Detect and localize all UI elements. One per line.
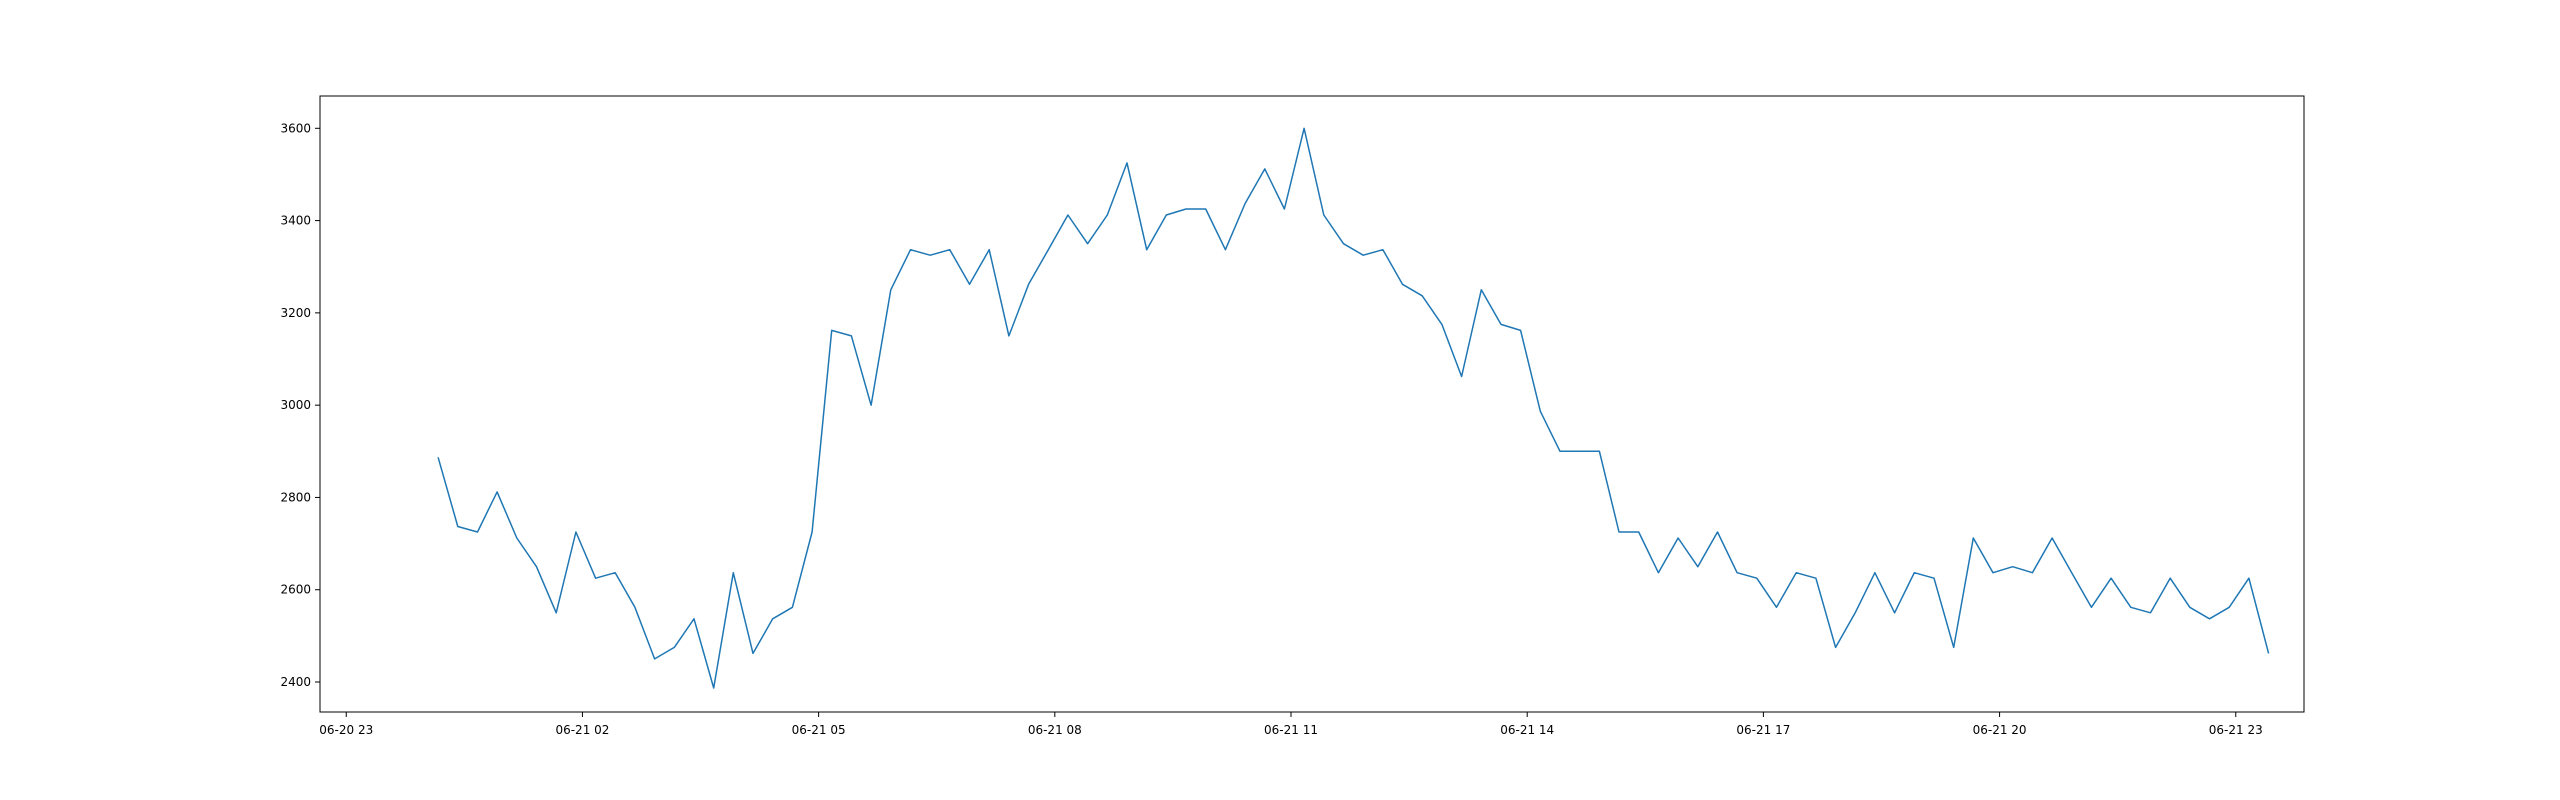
x-tick-label: 06-21 05 <box>792 723 846 737</box>
x-tick-label: 06-21 14 <box>1500 723 1554 737</box>
y-axis: 2400 2600 2800 3000 3200 3400 3600 <box>280 121 320 689</box>
y-tick-label: 2400 <box>280 675 311 689</box>
x-tick-label: 06-21 11 <box>1264 723 1318 737</box>
y-tick-label: 2600 <box>280 583 311 597</box>
plot-area <box>320 96 2304 712</box>
series-line <box>437 127 2270 689</box>
x-tick-label: 06-21 02 <box>555 723 609 737</box>
y-tick-label: 3200 <box>280 306 311 320</box>
x-tick-label: 06-21 23 <box>2209 723 2263 737</box>
x-tick-label: 06-21 08 <box>1028 723 1082 737</box>
x-tick-label: 06-21 17 <box>1736 723 1790 737</box>
axes-frame <box>319 95 2305 713</box>
y-tick-label: 3400 <box>280 214 311 228</box>
y-tick-label: 2800 <box>280 490 311 504</box>
x-tick-label: 06-21 20 <box>1973 723 2027 737</box>
y-tick-label: 3000 <box>280 398 311 412</box>
x-axis: 06-20 23 06-21 02 06-21 05 06-21 08 06-21 11… <box>319 712 2263 737</box>
y-tick-label: 3600 <box>280 121 311 135</box>
x-tick-label: 06-20 23 <box>319 723 373 737</box>
